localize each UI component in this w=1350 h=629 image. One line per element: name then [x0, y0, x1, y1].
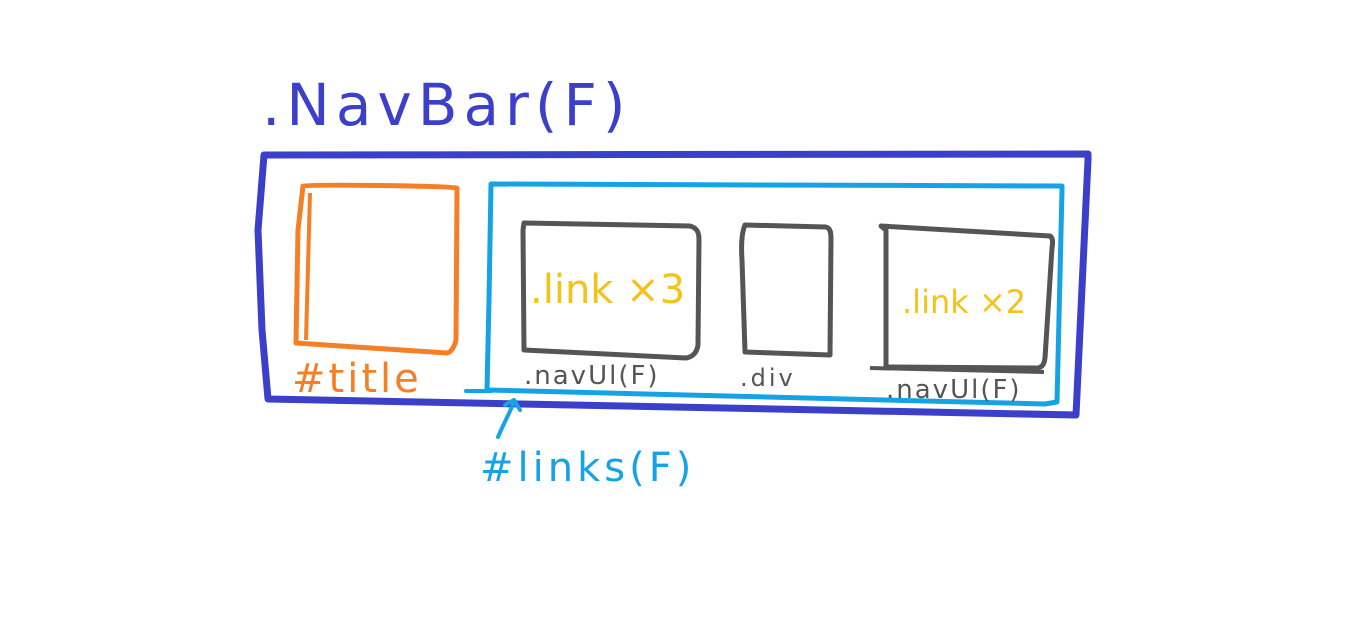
div-label: .div: [740, 364, 796, 392]
links-label: #links(F): [480, 445, 695, 491]
nav-ul-2-box: [878, 223, 1056, 371]
navbar-box: [254, 150, 1092, 419]
title-box-edge: [304, 192, 312, 341]
title-box: [293, 182, 460, 356]
nav-ul-1-box: [520, 220, 702, 361]
title-label: #title: [292, 356, 422, 402]
nav-ul-1-label: .navUl(F): [524, 361, 660, 391]
navbar-label: .NavBar(F): [262, 71, 631, 139]
links-box: [484, 181, 1065, 407]
nav-ul-2-label: .navUl(F): [886, 375, 1022, 405]
nav-ul-1-inner-label: .link ×3: [530, 267, 685, 313]
nav-ul-2-underline: [869, 366, 1045, 374]
div-box: [739, 222, 834, 358]
links-pointer-arrow: [496, 398, 522, 439]
nav-ul-2-inner-label: .link ×2: [902, 283, 1026, 321]
